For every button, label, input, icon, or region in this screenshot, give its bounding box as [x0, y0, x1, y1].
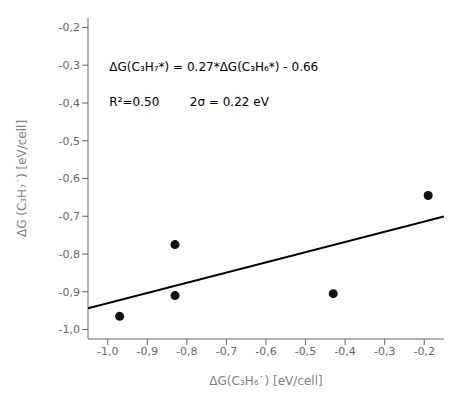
svg-text:-0,6: -0,6: [255, 345, 276, 358]
svg-text:-0,8: -0,8: [59, 248, 80, 261]
svg-text:-1,0: -1,0: [59, 323, 80, 336]
svg-text:-0,2: -0,2: [413, 345, 434, 358]
svg-text:-0,7: -0,7: [216, 345, 237, 358]
svg-text:-0,6: -0,6: [59, 172, 80, 185]
html-text:ΔG(C₃H₇*) = 0.27*ΔG(C₃H₆*) - 0: ΔG(C₃H₇*) = 0.27*ΔG(C₃H₆*) - 0.66: [109, 59, 319, 74]
svg-text:-0,4: -0,4: [334, 345, 355, 358]
svg-text:ΔG(C₃H₆˙) [eV/cell]: ΔG(C₃H₆˙) [eV/cell]: [209, 374, 322, 388]
svg-text:-0,3: -0,3: [59, 59, 80, 72]
svg-text:-0,2: -0,2: [59, 21, 80, 34]
svg-text:-0,9: -0,9: [137, 345, 158, 358]
svg-text:-1,0: -1,0: [97, 345, 118, 358]
svg-text:-0,8: -0,8: [176, 345, 197, 358]
svg-text:-0,4: -0,4: [59, 97, 80, 110]
svg-text:-0,3: -0,3: [374, 345, 395, 358]
svg-text:-0,7: -0,7: [59, 210, 80, 223]
svg-text:-0,5: -0,5: [59, 135, 80, 148]
svg-text:ΔG (C₃H₇˙) [eV/cell]: ΔG (C₃H₇˙) [eV/cell]: [15, 120, 29, 237]
html-text:R²=0.50 2σ = 0.22 eV: R²=0.50 2σ = 0.22 eV: [109, 95, 269, 109]
svg-text:-0,5: -0,5: [295, 345, 316, 358]
svg-text:-0,9: -0,9: [59, 286, 80, 299]
